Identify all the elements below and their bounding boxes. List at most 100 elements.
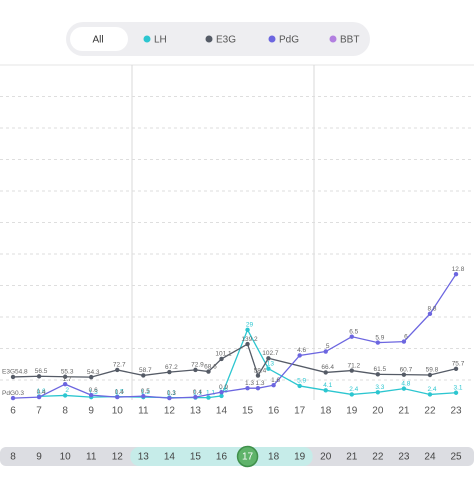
data-point [62,382,68,387]
x-tick-label: 23 [450,406,462,417]
data-label: 67.2 [165,364,178,371]
data-label: 68.6 [204,363,217,370]
data-point [255,373,261,378]
data-point [219,356,224,362]
data-label: 139.2 [241,336,258,343]
data-label: 58.7 [139,367,152,374]
data-label: 1.3 [255,380,264,387]
data-point [62,393,68,398]
data-point [453,271,459,277]
data-point [10,395,16,401]
data-label: 0.4 [37,389,46,396]
data-label: 72.9 [191,362,204,369]
x-tick-label: 12 [164,406,176,417]
tab-label[interactable]: LH [154,35,167,46]
data-label: 1.3 [245,380,254,387]
fertile-window [130,447,313,466]
data-point [453,390,459,395]
data-point [375,372,381,377]
x-tick-label: 17 [294,406,306,417]
data-label: 54.8 [15,369,28,376]
cycle-day-label[interactable]: 10 [60,452,72,463]
data-point [206,369,211,374]
tab-label[interactable]: E3G [216,35,236,46]
data-label: 59.8 [426,367,439,374]
tab-selected[interactable] [70,27,128,51]
tab-label[interactable]: All [92,35,103,46]
cycle-day-label[interactable]: 22 [372,452,384,463]
data-point [453,366,459,371]
data-label: 3.3 [375,384,384,391]
cycle-day-label[interactable]: 19 [294,452,306,463]
tab-label[interactable]: PdG [279,35,299,46]
legend-dot [329,35,337,43]
tab-label[interactable]: BBT [340,35,359,46]
legend-dot [268,35,276,43]
cycle-day-label[interactable]: 16 [216,452,228,463]
cycle-day-label[interactable]: 8 [10,452,16,463]
data-label: 6.5 [349,328,358,335]
cycle-day-label[interactable]: 25 [450,452,462,463]
data-point [193,394,198,400]
cycle-day-label[interactable]: 12 [112,452,124,463]
x-tick-label: 8 [62,406,68,417]
data-point [219,389,224,395]
x-tick-label: 10 [112,406,124,417]
data-label: 75.7 [452,361,465,368]
tab-bar [66,22,370,56]
data-label: 3.1 [453,384,462,391]
cycle-day-label[interactable]: 21 [346,452,358,463]
data-label: 2.4 [349,386,358,393]
data-point [271,383,276,388]
x-tick-label: 15 [242,406,254,417]
data-label: 5 [326,343,330,350]
data-label: 0.9 [219,384,228,391]
cycle-day-label[interactable]: 9 [36,452,42,463]
data-label: 6 [404,333,408,340]
data-label: 72.7 [113,362,126,369]
cycle-day-label[interactable]: 13 [138,452,150,463]
x-tick-label: 16 [268,406,280,417]
data-point [141,373,146,378]
data-point [427,372,433,378]
cycle-day-label[interactable]: 15 [190,452,202,463]
data-point [375,390,381,395]
data-label: 66.4 [321,364,334,371]
data-point [206,395,211,400]
cycle-day-label[interactable]: 11 [86,452,97,463]
selected-day[interactable] [236,445,259,468]
data-label: 13 [267,360,275,367]
data-label: 71.2 [347,362,360,369]
data-label: 1.3 [89,389,98,396]
data-point [89,392,94,398]
data-label: 56.5 [35,368,48,375]
x-tick-label: 11 [138,406,149,417]
data-label: 1.7 [63,376,72,383]
data-label: 1.8 [219,388,228,395]
data-point [193,367,198,373]
data-point [349,392,354,397]
data-label: 102.7 [262,350,279,357]
data-label: 2.4 [427,386,436,393]
cycle-day-label[interactable]: 14 [164,452,176,463]
data-label: 61.5 [374,366,387,373]
data-point [266,356,271,361]
cycle-day-label[interactable]: 23 [398,452,410,463]
data-label: 4.1 [323,382,332,389]
cycle-day-label[interactable]: 20 [320,452,332,463]
data-point [245,327,250,333]
cycle-day-label[interactable]: 24 [424,452,436,463]
data-point [36,394,42,400]
cycle-day-label[interactable]: 18 [268,452,280,463]
data-point [323,349,328,354]
data-point [297,353,302,358]
data-point [401,386,407,391]
data-label: 1.1 [167,389,176,396]
data-point [219,393,224,399]
cycle-day-label[interactable]: 17 [242,452,254,463]
data-point [115,367,120,373]
data-label: 0.3 [167,390,176,397]
data-point [245,385,250,391]
data-label: 0.3 [15,390,24,397]
data-point [323,388,328,393]
